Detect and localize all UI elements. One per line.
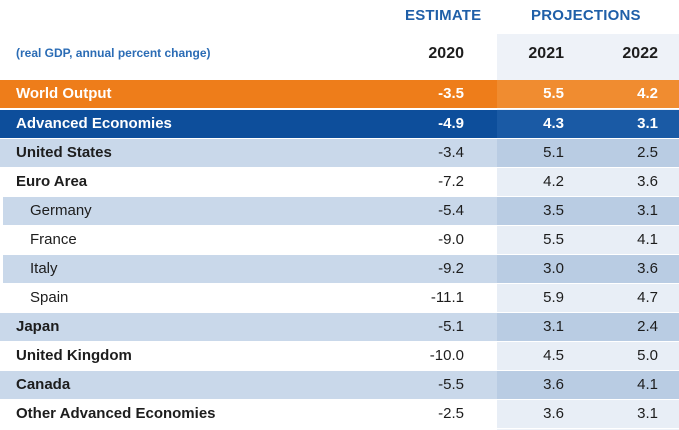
row-label: Japan (16, 318, 60, 335)
value-2022: 2.5 (637, 144, 658, 161)
table-row: Canada -5.5 3.6 4.1 (0, 371, 679, 400)
projection-cells (497, 371, 679, 399)
row-label: United States (16, 144, 112, 161)
value-2022: 3.6 (637, 173, 658, 190)
value-2022: 3.1 (637, 405, 658, 422)
row-label: Euro Area (16, 173, 88, 190)
table-row: Euro Area -7.2 4.2 3.6 (0, 168, 679, 197)
projection-cells (497, 139, 679, 167)
projection-cells (497, 226, 679, 254)
projection-cells (497, 342, 679, 370)
row-label: France (30, 231, 77, 248)
value-2020: -3.5 (438, 85, 464, 102)
indent-marker (0, 255, 3, 283)
value-2021: 5.9 (543, 289, 564, 306)
table-row: Japan -5.1 3.1 2.4 (0, 313, 679, 342)
year-2021-header: 2021 (528, 45, 564, 62)
value-2021: 3.6 (543, 376, 564, 393)
row-label: World Output (16, 85, 112, 102)
value-2020: -7.2 (438, 173, 464, 190)
value-2020: -5.5 (438, 376, 464, 393)
projections-header: PROJECTIONS (531, 7, 641, 24)
value-2021: 5.5 (543, 231, 564, 248)
value-2021: 4.2 (543, 173, 564, 190)
table-row: Italy -9.2 3.0 3.6 (0, 255, 679, 284)
value-2021: 3.1 (543, 318, 564, 335)
value-2021: 5.1 (543, 144, 564, 161)
value-2020: -11.1 (430, 289, 464, 306)
row-label: Other Advanced Economies (16, 405, 216, 422)
header-group-row: ESTIMATE PROJECTIONS (0, 0, 679, 34)
projection-cells (497, 110, 679, 138)
row-label: Germany (30, 202, 92, 219)
year-2022-header: 2022 (622, 45, 658, 62)
row-label: Canada (16, 376, 71, 393)
value-2021: 4.5 (543, 347, 564, 364)
value-2022: 5.0 (637, 347, 658, 364)
table-row: World Output -3.5 5.5 4.2 (0, 80, 679, 109)
table-row: Spain -11.1 5.9 4.7 (0, 284, 679, 313)
header-year-row: (real GDP, annual percent change) 2020 2… (0, 34, 679, 78)
value-2022: 3.1 (637, 115, 658, 132)
indent-marker (0, 197, 3, 225)
table-row: United Kingdom -10.0 4.5 5.0 (0, 342, 679, 371)
table-subtitle: (real GDP, annual percent change) (16, 46, 211, 60)
projection-cells (497, 168, 679, 196)
value-2022: 4.1 (637, 231, 658, 248)
table-row: Advanced Economies -4.9 4.3 3.1 (0, 110, 679, 139)
value-2022: 4.2 (637, 85, 658, 102)
value-2022: 2.4 (637, 318, 658, 335)
projection-cells (497, 255, 679, 283)
value-2021: 3.0 (543, 260, 564, 277)
estimate-header: ESTIMATE (405, 7, 482, 24)
value-2021: 4.3 (543, 115, 564, 132)
value-2022: 3.6 (637, 260, 658, 277)
value-2022: 3.1 (637, 202, 658, 219)
value-2020: -5.4 (438, 202, 464, 219)
projection-cells (497, 400, 679, 428)
value-2020: -3.4 (438, 144, 464, 161)
row-label: Spain (30, 289, 69, 306)
value-2020: -10.0 (429, 347, 464, 364)
row-label: Advanced Economies (16, 115, 172, 132)
projection-cells (497, 313, 679, 341)
value-2021: 3.5 (543, 202, 564, 219)
table-row: France -9.0 5.5 4.1 (0, 226, 679, 255)
table-row: Other Advanced Economies -2.5 3.6 3.1 (0, 400, 679, 429)
value-2020: -5.1 (438, 318, 464, 335)
value-2020: -4.9 (438, 115, 464, 132)
value-2022: 4.1 (637, 376, 658, 393)
table-row: Germany -5.4 3.5 3.1 (0, 197, 679, 226)
projection-cells (497, 80, 679, 108)
value-2021: 5.5 (543, 85, 564, 102)
value-2022: 4.7 (637, 289, 658, 306)
value-2020: -9.0 (438, 231, 464, 248)
value-2020: -9.2 (438, 260, 464, 277)
projection-cells (497, 197, 679, 225)
row-label: Italy (30, 260, 58, 277)
table-row: United States -3.4 5.1 2.5 (0, 139, 679, 168)
projection-cells (497, 284, 679, 312)
value-2020: -2.5 (438, 405, 464, 422)
row-label: United Kingdom (16, 347, 132, 364)
value-2021: 3.6 (543, 405, 564, 422)
year-2020-header: 2020 (428, 45, 464, 62)
